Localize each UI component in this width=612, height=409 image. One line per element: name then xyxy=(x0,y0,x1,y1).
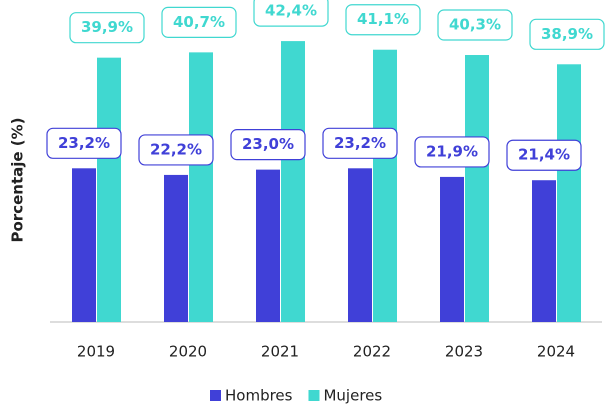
data-label-box xyxy=(345,4,421,36)
data-label-box xyxy=(414,136,490,168)
x-tick-label: 2023 xyxy=(445,343,483,361)
x-tick-label: 2022 xyxy=(353,343,391,361)
data-label-box xyxy=(138,134,214,166)
data-label: 41,1% xyxy=(357,10,409,28)
x-tick-label: 2024 xyxy=(537,343,575,361)
bar xyxy=(72,168,96,322)
bar xyxy=(281,41,305,322)
data-label-box xyxy=(253,0,329,27)
data-label: 21,9% xyxy=(426,142,478,160)
bar xyxy=(440,176,464,322)
data-label-box xyxy=(230,129,306,161)
x-tick-label: 2021 xyxy=(261,343,299,361)
legend-swatch xyxy=(308,390,320,401)
data-label: 40,7% xyxy=(173,13,225,31)
data-label: 23,2% xyxy=(334,134,386,152)
bar xyxy=(189,52,213,323)
data-label: 39,9% xyxy=(81,18,133,36)
data-label: 21,4% xyxy=(518,146,570,164)
bar xyxy=(256,169,280,322)
y-axis-label: Porcentaje (%) xyxy=(9,117,27,242)
x-tick-label: 2020 xyxy=(169,343,207,361)
bar xyxy=(97,57,121,322)
x-tick-label: 2019 xyxy=(77,343,115,361)
legend-swatch xyxy=(210,390,221,401)
data-label: 22,2% xyxy=(150,140,202,158)
data-label: 42,4% xyxy=(265,2,317,20)
data-label: 23,2% xyxy=(58,134,110,152)
bar xyxy=(164,174,188,322)
data-label: 23,0% xyxy=(242,135,294,153)
bar xyxy=(557,64,581,322)
bar xyxy=(532,180,556,322)
bar xyxy=(465,55,489,322)
data-label-box xyxy=(161,6,237,38)
data-label-box xyxy=(529,18,605,50)
data-label-box xyxy=(46,127,122,159)
bar xyxy=(373,49,397,323)
data-label-box xyxy=(506,139,582,171)
data-label-box xyxy=(322,127,398,159)
legend-label: Hombres xyxy=(225,387,293,405)
data-label-box xyxy=(69,12,145,44)
data-label-box xyxy=(437,9,513,41)
legend-label: Mujeres xyxy=(323,387,382,405)
bar xyxy=(348,168,372,322)
data-label: 40,3% xyxy=(449,16,501,34)
data-label: 38,9% xyxy=(541,25,593,43)
